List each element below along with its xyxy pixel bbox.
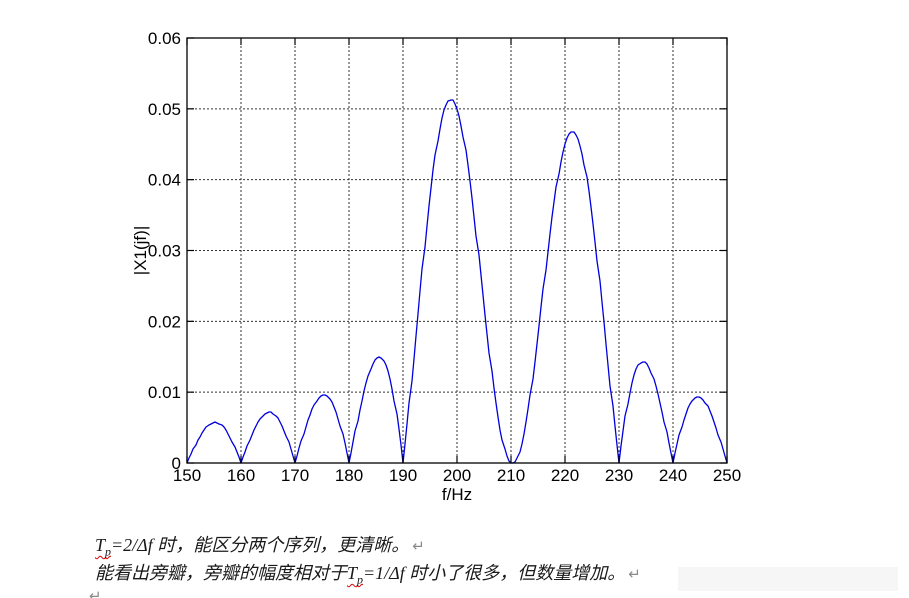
x-tick-label: 170 <box>281 466 309 485</box>
y-tick-label: 0.06 <box>148 29 181 48</box>
y-tick-label: 0.02 <box>148 312 181 331</box>
math-var: T <box>95 535 106 555</box>
note-text: 能看出旁瓣，旁瓣的幅度相对于 <box>95 563 347 583</box>
math-var-f: f <box>147 535 153 555</box>
x-tick-label: 230 <box>605 466 633 485</box>
paragraph-mark-icon: ↵ <box>412 537 425 555</box>
note-text: 时，能区分两个序列，更清晰。 <box>152 535 410 555</box>
spellcheck-underline: Tp <box>347 563 363 586</box>
x-tick-label: 180 <box>335 466 363 485</box>
x-tick-label: 240 <box>659 466 687 485</box>
x-tick-label: 210 <box>497 466 525 485</box>
math-var: T <box>347 563 358 583</box>
math-expression: =1/Δ <box>363 563 400 583</box>
math-expression: =2/Δ <box>111 535 148 555</box>
x-tick-label: 220 <box>551 466 579 485</box>
background-shade <box>678 567 898 591</box>
math-subscript: p <box>105 544 112 559</box>
y-tick-label: 0.04 <box>148 171 181 190</box>
y-tick-label: 0.05 <box>148 100 181 119</box>
y-tick-label: 0 <box>172 454 181 473</box>
note-text: 时小了很多，但数量增加。 <box>404 563 626 583</box>
x-axis-label: f/Hz <box>442 485 472 504</box>
math-subscript: p <box>357 572 364 587</box>
note-line-3: ↵ <box>86 585 102 598</box>
x-tick-label: 190 <box>389 466 417 485</box>
spectrum-plot: 150 160 170 180 190 200 210 220 230 240 250 0 0.01 0.… <box>131 29 741 504</box>
y-tick-label: 0.01 <box>148 383 181 402</box>
math-var-f: f <box>399 563 405 583</box>
x-tick-label: 150 <box>173 466 201 485</box>
note-line-2: 能看出旁瓣，旁瓣的幅度相对于Tp=1/Δf 时小了很多，但数量增加。 ↵ <box>95 559 641 586</box>
x-tick-label: 250 <box>713 466 741 485</box>
spellcheck-underline: Tp <box>95 535 111 558</box>
x-tick-label: 200 <box>443 466 471 485</box>
paragraph-mark-icon: ↵ <box>628 565 641 583</box>
y-tick-label: 0.03 <box>148 242 181 261</box>
y-axis-label: |X1(jf)| <box>131 226 150 275</box>
note-line-1: Tp=2/Δf 时，能区分两个序列，更清晰。 ↵ <box>95 531 425 558</box>
spectrum-curve <box>186 99 728 464</box>
paragraph-mark-icon: ↵ <box>89 587 102 598</box>
x-tick-label: 160 <box>227 466 255 485</box>
